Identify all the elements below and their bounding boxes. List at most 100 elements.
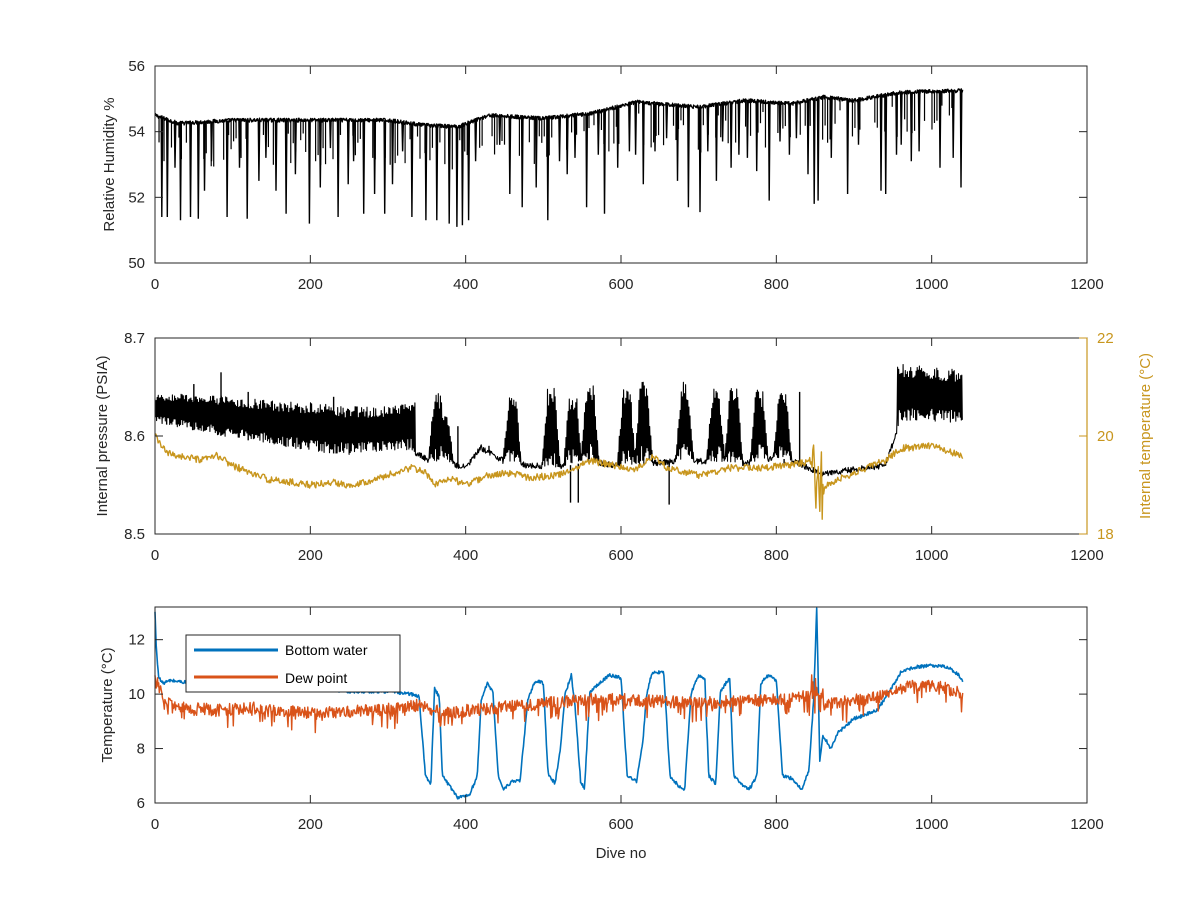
humidity-dip-spike [767, 102, 771, 201]
x-axis-title: Dive no [596, 845, 647, 862]
pressure-pressure-line [154, 363, 963, 477]
humidity-x-tick-label: 0 [151, 276, 159, 293]
humidity-x-tick-label: 1000 [915, 276, 948, 293]
legend: Bottom water Dew point [185, 634, 401, 693]
temperature-y-tick-label: 12 [128, 632, 145, 649]
pressure-y-tick-label: 8.7 [124, 330, 145, 347]
humidity-dip-spike [508, 116, 512, 195]
humidity-dip-spike [746, 100, 749, 158]
temperature-y-axis-title: Temperature (°C) [99, 647, 116, 762]
humidity-dip-spike [938, 91, 942, 168]
humidity-dip-spike [498, 115, 502, 145]
humidity-dip-spike [603, 110, 606, 214]
humidity-dip-spike [812, 99, 816, 204]
pressure-x-tick-label: 1200 [1070, 547, 1103, 564]
humidity-dip-spike [189, 122, 192, 218]
humidity-dip-spike [628, 103, 631, 152]
humidity-dip-spike [467, 122, 471, 221]
humidity-y-tick-label: 52 [128, 189, 145, 206]
humidity-y-axis-title: Relative Humidity % [101, 97, 118, 231]
pressure-right-y-tick-label: 22 [1097, 330, 1114, 347]
pressure-ticks: 0 200 400 600 800 1000 1200 8.5 8.6 8.7 18 20 22 [124, 330, 1114, 564]
humidity-dip-spike [778, 102, 782, 142]
humidity-dip-spike [687, 106, 690, 208]
humidity-x-tick-label: 200 [298, 276, 323, 293]
humidity-dip-spike [585, 113, 589, 208]
temperature-x-tick-label: 200 [298, 816, 323, 833]
humidity-dip-spike [899, 92, 903, 145]
humidity-dip-spike [755, 101, 759, 172]
humidity-dip-spike [160, 117, 164, 218]
humidity-dip-spike [336, 120, 340, 218]
humidity-y-tick-label: 56 [128, 58, 145, 75]
temperature-y-tick-label: 6 [137, 795, 145, 812]
humidity-dip-spike [665, 104, 669, 139]
humidity-dip-spike [329, 120, 332, 149]
humidity-x-tick-label: 400 [453, 276, 478, 293]
humidity-dip-spike [721, 103, 725, 142]
pressure-y-tick-label: 8.6 [124, 428, 145, 445]
pressure-series-layer [154, 363, 964, 520]
temperature-x-tick-label: 1200 [1070, 816, 1103, 833]
pressure-right-y-tick-label: 18 [1097, 526, 1114, 543]
humidity-dip-spike [951, 90, 955, 158]
humidity-x-tick-label: 800 [764, 276, 789, 293]
humidity-dip-spike [830, 97, 833, 158]
humidity-dip-spike [573, 115, 577, 158]
humidity-dip-spike [346, 120, 350, 185]
temperature-x-tick-label: 800 [764, 816, 789, 833]
legend-label-dew-point: Dew point [285, 670, 347, 686]
humidity-dip-spike [634, 102, 638, 155]
temperature-x-tick-label: 1000 [915, 816, 948, 833]
humidity-dip-spike [534, 118, 538, 188]
pressure-x-tick-label: 600 [608, 547, 633, 564]
humidity-dip-spike [447, 126, 451, 224]
pressure-y-axis-title: Internal pressure (PSIA) [94, 356, 111, 517]
pressure-right-y-tick-label: 20 [1097, 428, 1114, 445]
temperature-dew-point-line [154, 674, 964, 734]
humidity-dip-spike [264, 120, 268, 158]
temperature-panel: 0 200 400 600 800 1000 1200 6 8 10 12 Temperature … [99, 606, 1104, 862]
humidity-panel: 0 200 400 600 800 1000 1200 50 52 54 56 Relative H… [101, 58, 1104, 293]
humidity-dip-spike [857, 99, 860, 145]
humidity-dip-spike [879, 95, 883, 191]
humidity-dip-spike [729, 102, 733, 168]
humidity-dip-spike [816, 98, 820, 201]
humidity-ticks: 0 200 400 600 800 1000 1200 50 52 54 56 [128, 58, 1103, 293]
humidity-dip-spike [284, 120, 288, 214]
pressure-y-tick-label: 8.5 [124, 526, 145, 543]
humidity-x-tick-label: 600 [608, 276, 633, 293]
humidity-dip-spike [676, 105, 679, 181]
humidity-dip-spike [435, 125, 439, 221]
humidity-dip-spike [173, 122, 177, 168]
humidity-dip-spike [795, 102, 798, 139]
internal-temperature-y-axis-title: Internal temperature (°C) [1137, 353, 1154, 519]
humidity-dip-spike [362, 120, 366, 214]
humidity-dip-spike [308, 120, 311, 224]
pressure-panel: 0 200 400 600 800 1000 1200 8.5 8.6 8.7 18 20 22 Int… [94, 330, 1154, 564]
humidity-dip-spike [245, 120, 249, 219]
humidity-dip-spike [474, 120, 478, 162]
humidity-dip-spike [917, 91, 921, 152]
temperature-x-tick-label: 0 [151, 816, 159, 833]
pressure-x-tick-label: 0 [151, 547, 159, 564]
humidity-dip-spike [806, 100, 810, 175]
humidity-dip-spike [737, 101, 741, 155]
humidity-dip-spike [455, 126, 459, 227]
pressure-x-tick-label: 800 [764, 547, 789, 564]
humidity-dip-spike [846, 99, 850, 195]
humidity-dip-spike [424, 125, 428, 221]
humidity-dip-spike [257, 120, 261, 181]
humidity-x-tick-label: 1200 [1070, 276, 1103, 293]
pressure-x-tick-label: 400 [453, 547, 478, 564]
legend-label-bottom-water: Bottom water [285, 642, 368, 658]
humidity-dip-spike [520, 117, 524, 208]
legend-box [185, 634, 401, 693]
humidity-dip-spike [461, 125, 464, 226]
temperature-y-tick-label: 10 [128, 686, 145, 703]
temperature-x-tick-label: 400 [453, 816, 478, 833]
humidity-dip-spike [959, 90, 963, 188]
pressure-x-tick-label: 1000 [915, 547, 948, 564]
